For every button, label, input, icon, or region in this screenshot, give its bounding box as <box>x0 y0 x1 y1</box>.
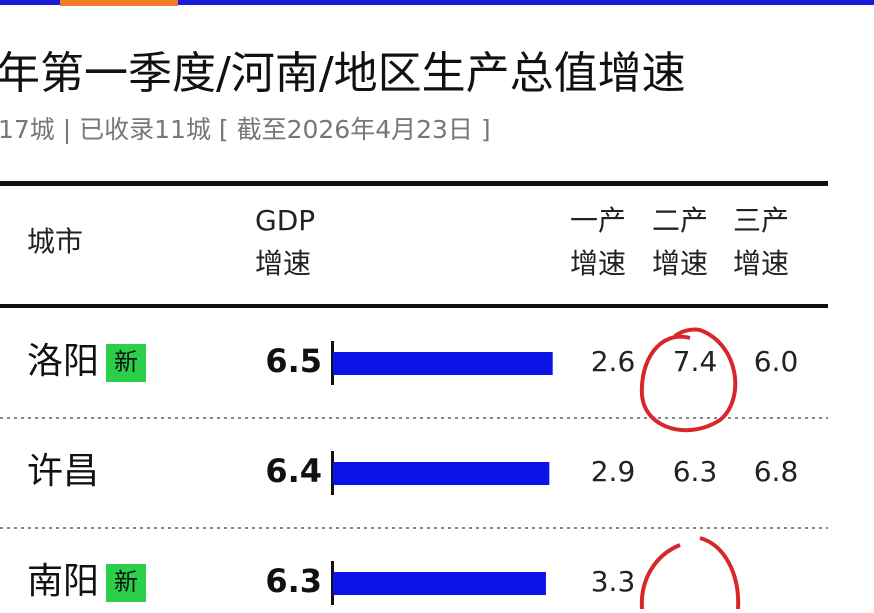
growth-value: 6.0 <box>754 345 799 378</box>
city: 许昌 <box>27 451 99 492</box>
gdp-bar <box>333 352 553 375</box>
column-header: GDP <box>255 204 315 237</box>
column-header: 三产 <box>733 204 789 237</box>
city: 洛阳 <box>27 341 99 382</box>
rule <box>0 304 828 308</box>
growth-value: 3.3 <box>591 565 636 598</box>
subtitle: 17城 | 已收录11城 [ 截至2026年4月23日 ] <box>0 115 491 144</box>
growth-value: 6.3 <box>673 455 718 488</box>
column-header: 增速 <box>652 247 708 280</box>
gdp-bar <box>333 462 550 485</box>
rule <box>0 181 828 186</box>
growth-value: 7.4 <box>673 345 718 378</box>
badge-text: 新 <box>114 348 138 376</box>
growth-value: 6.8 <box>754 455 799 488</box>
top-bar <box>0 0 874 5</box>
gdp-bar <box>333 572 546 595</box>
title: 年第一季度/河南/地区生产总值增速 <box>0 48 686 99</box>
badge-text: 新 <box>114 568 138 596</box>
annotation-circle <box>639 536 741 610</box>
top-tab <box>60 0 178 6</box>
city: 南阳 <box>27 561 99 602</box>
column-header: 城市 <box>27 225 83 258</box>
bar-axis <box>331 341 334 385</box>
annotation-circle <box>639 327 738 433</box>
badge <box>106 564 146 602</box>
column-header: 增速 <box>255 247 311 280</box>
column-header: 增速 <box>733 247 789 280</box>
growth-value: 2.9 <box>591 455 636 488</box>
badge <box>106 344 146 382</box>
gdp-value: 6.5 <box>265 342 322 380</box>
column-header: 二产 <box>652 204 708 237</box>
gdp-value: 6.4 <box>265 452 322 490</box>
column-header: 一产 <box>570 204 626 237</box>
bar-axis <box>331 451 334 495</box>
column-header: 增速 <box>570 247 626 280</box>
growth-value: 2.6 <box>591 345 636 378</box>
bar-axis <box>331 561 334 605</box>
gdp-value: 6.3 <box>265 562 322 600</box>
